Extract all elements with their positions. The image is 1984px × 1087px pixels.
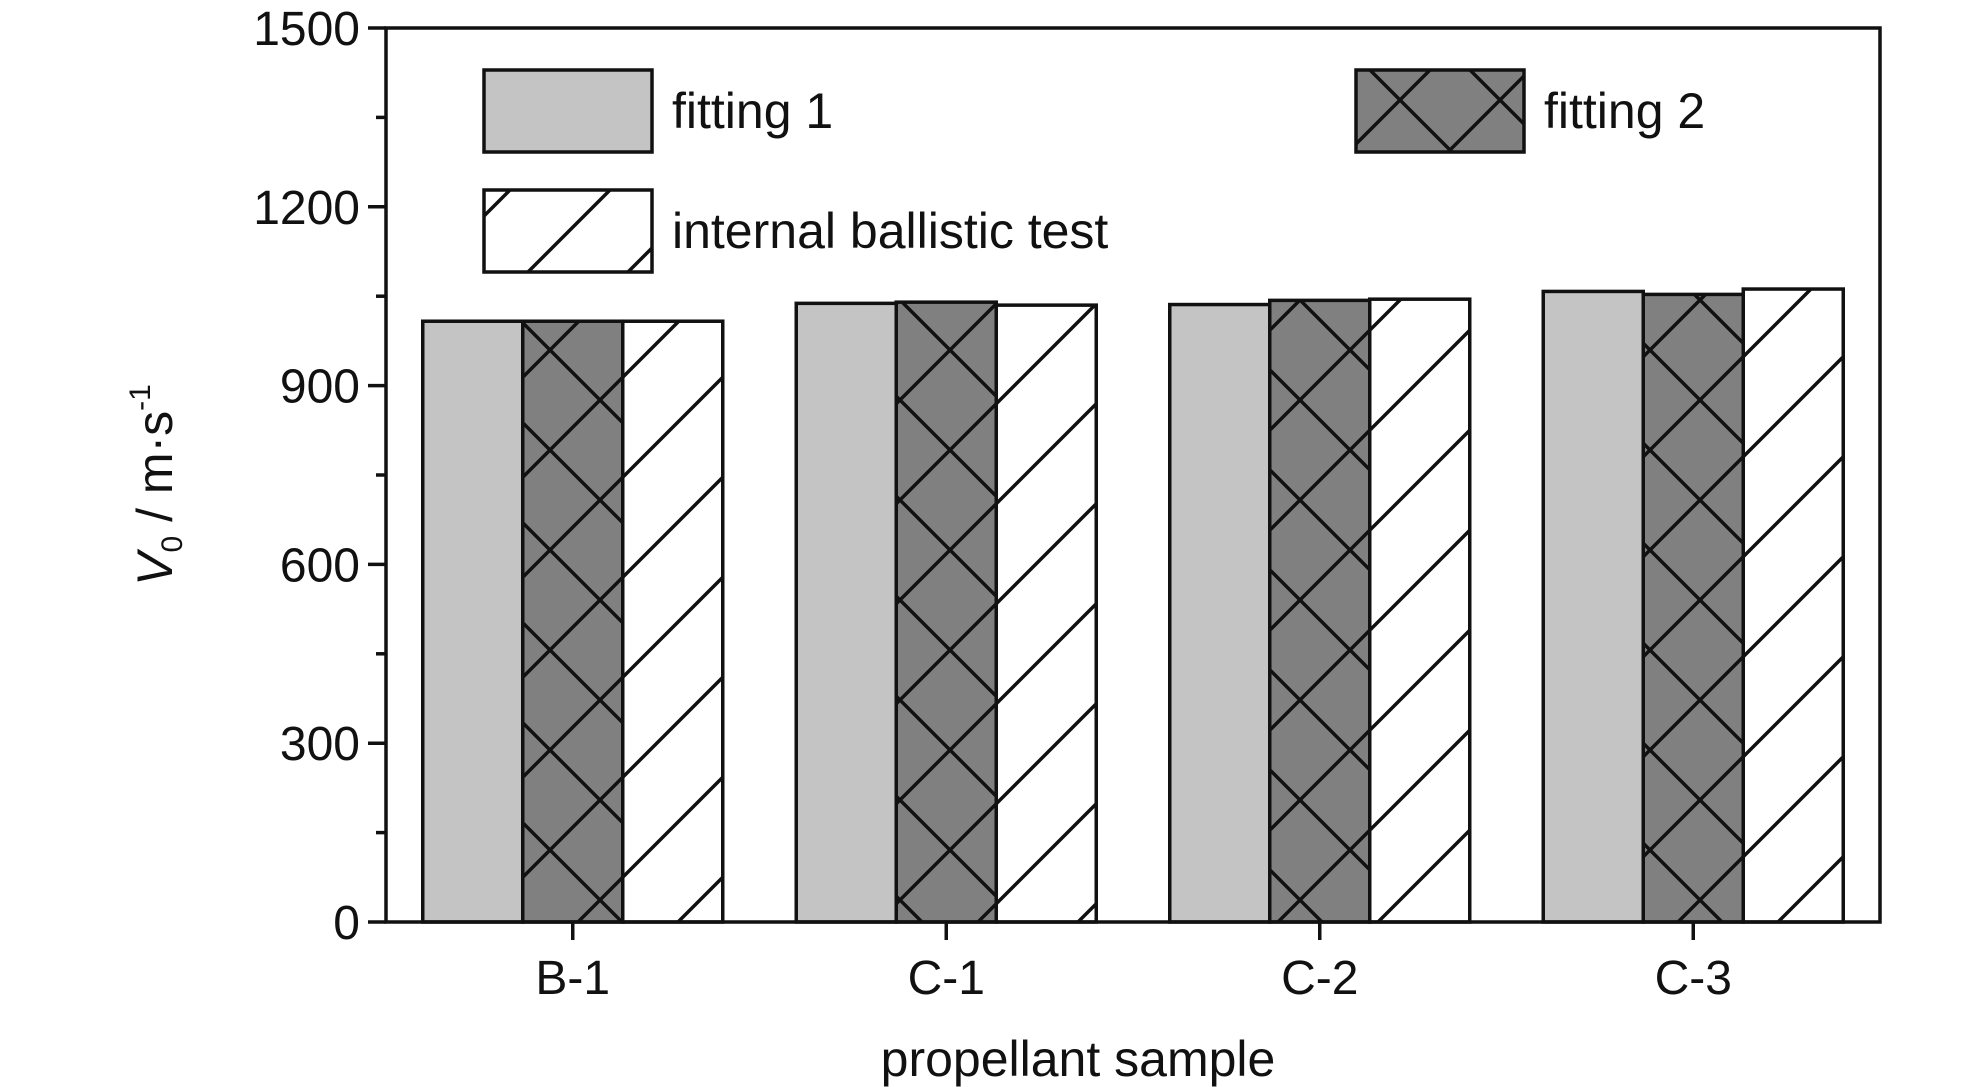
y-axis-superscript: -1 [124, 384, 157, 411]
x-tick-label: C-2 [1281, 952, 1358, 1005]
bar-c-1-series-2 [894, 300, 998, 924]
bar-c-2-series-1 [1168, 302, 1272, 924]
y-tick-label: 900 [280, 361, 360, 414]
y-tick-label: 600 [280, 539, 360, 592]
bar-c-3-series-1 [1541, 289, 1645, 924]
legend-label-series-1: fitting 1 [672, 83, 833, 139]
x-tick-label: B-1 [535, 952, 610, 1005]
y-tick-label: 1200 [253, 182, 360, 235]
y-axis-title: V0 / m·s-1 [124, 384, 189, 586]
bar-b-1-series-2 [521, 319, 625, 924]
x-tick-label: C-1 [908, 952, 985, 1005]
bar-b-1-series-1 [421, 319, 525, 924]
legend-swatch-series-1 [482, 68, 654, 154]
legend-label-series-3: internal ballistic test [672, 203, 1108, 259]
y-axis-unit: / m·s [127, 411, 183, 536]
bar-b-1-series-3 [621, 319, 725, 924]
bar-c-1-series-1 [794, 301, 898, 924]
y-axis-subscript: 0 [156, 536, 189, 553]
ticks-layer: 0 300 600 900 1200 1500 B-1 C-1 C-2 C-3 [253, 3, 1732, 1005]
y-tick-label: 0 [333, 897, 360, 950]
y-tick-label: 300 [280, 718, 360, 771]
legend-swatch-series-2 [1354, 68, 1526, 154]
bar-c-3-series-2 [1641, 292, 1745, 924]
legend: fitting 1 fitting 2 internal ballistic tes… [482, 68, 1705, 274]
y-tick-label: 1500 [253, 3, 360, 56]
bar-c-2-series-3 [1368, 297, 1472, 924]
legend-swatch-series-3 [482, 188, 654, 274]
y-axis-symbol: V [127, 548, 183, 586]
bar-c-2-series-2 [1268, 298, 1372, 924]
bar-c-1-series-3 [994, 303, 1098, 924]
legend-label-series-2: fitting 2 [1544, 83, 1705, 139]
bars-layer [421, 287, 1845, 924]
x-tick-label: C-3 [1655, 952, 1732, 1005]
bar-c-3-series-3 [1741, 287, 1845, 924]
svg-text:V0 / m·s-1: V0 / m·s-1 [124, 384, 189, 586]
x-axis-title: propellant sample [881, 1031, 1276, 1087]
